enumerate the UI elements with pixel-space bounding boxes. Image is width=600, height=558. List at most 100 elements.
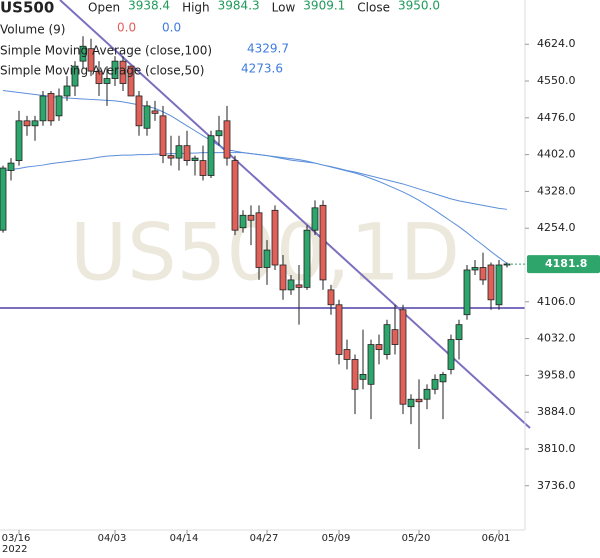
candle-body [383,324,391,355]
candle-body [87,48,95,72]
candle-body [295,284,303,288]
indicator-value: 0.0 [117,21,136,35]
x-tick-label: 05/20 [402,533,431,544]
x-tick-label: 03/16 [2,533,31,544]
candle-body [319,204,327,281]
y-tick-label: 4032.0 [537,332,576,345]
readout-label: Open [88,1,120,15]
candle-body [119,60,127,84]
candle-body [215,130,223,137]
y-tick-label: 3958.0 [537,368,576,381]
candle-body [183,145,191,161]
candle-body [151,110,159,114]
candle-body [367,344,375,385]
candle-body [15,120,23,161]
candle-body [447,339,455,370]
candle-body [335,304,343,355]
y-tick-label: 4106.0 [537,295,576,308]
candle-body [223,120,231,159]
plot [0,36,511,449]
candle-body [423,388,431,400]
y-tick-label: 4328.0 [537,184,576,197]
readout-value: 3938.4 [128,0,170,13]
candle-body [455,324,463,340]
readout-label: Close [357,1,390,15]
indicator-name: Volume (9) [0,23,65,37]
y-tick-label: 3810.0 [537,442,576,455]
candle-body [495,264,503,306]
indicator-value: 0.0 [162,21,181,35]
candle-body [95,70,103,84]
y-tick-label: 4624.0 [537,37,576,50]
candle-body [391,329,399,345]
candle-body [431,378,439,390]
readout-value: 3950.0 [398,0,440,13]
candle-body [0,167,7,231]
x-tick-label: 06/01 [482,533,511,544]
candle-body [231,160,239,231]
candle-body [287,279,295,291]
candle-body [79,45,87,62]
candle-body [439,373,447,383]
y-tick-label: 4402.0 [537,148,576,161]
candle-body [143,105,151,129]
legend-entry: Simple Moving Average (close,50) [0,64,204,78]
legend-value: 4329.7 [247,42,289,56]
candle-body [135,95,143,127]
candle-body [255,212,263,268]
symbol: US500 [0,0,54,17]
candle-body [463,269,471,316]
candle-body [175,145,183,159]
x-tick-label: 05/09 [322,533,351,544]
readout-label: Low [272,1,296,15]
y-tick-label: 3884.0 [537,405,576,418]
legend-value: 4273.6 [241,62,283,76]
candle-body [23,120,31,127]
candle-body [39,95,47,122]
candle-body [303,229,311,288]
readout-label: High [182,1,210,15]
candle-body [407,398,415,408]
candle-body [55,95,63,117]
candle-body [263,249,271,268]
candle-body [479,267,487,281]
candle-body [167,155,175,159]
candle-body [327,289,335,306]
candle-body [415,398,423,403]
x-tick-label: 04/03 [98,533,127,544]
last-price-box [527,255,600,274]
candle-body [207,135,215,176]
header: US500 Open 3938.4 High 3984.3 Low 3909.1 Close… [0,0,440,78]
candle-body [47,93,55,122]
candle-body [471,267,479,271]
x-tick-label: 04/27 [250,533,279,544]
candle-body [31,120,39,127]
candle-body [71,65,79,87]
y-tick-label: 4476.0 [537,111,576,124]
candle-body [63,85,71,97]
moving-average-line [2,152,508,264]
year-label: 2022 [2,544,27,555]
candle-body [199,160,207,176]
readout-value: 3909.1 [303,0,345,13]
readout-value: 3984.3 [218,0,260,13]
candle-body [239,214,247,229]
candle-body [359,373,367,380]
candle-body [279,264,287,291]
candle-body [487,264,495,301]
candle-body [351,359,359,390]
candle-body [127,65,135,97]
x-tick-label: 04/14 [170,533,199,544]
last-price-label: 4181.8 [545,257,587,270]
candle-body [7,162,15,171]
y-tick-label: 3736.0 [537,479,576,492]
candle-body [343,349,351,360]
y-tick-label: 4254.0 [537,221,576,234]
candle-body [375,344,383,350]
candle-body [247,214,255,221]
y-tick-label: 4550.0 [537,74,576,87]
candle-body [271,209,279,266]
candle-body [191,157,199,161]
candle-body [159,115,167,157]
